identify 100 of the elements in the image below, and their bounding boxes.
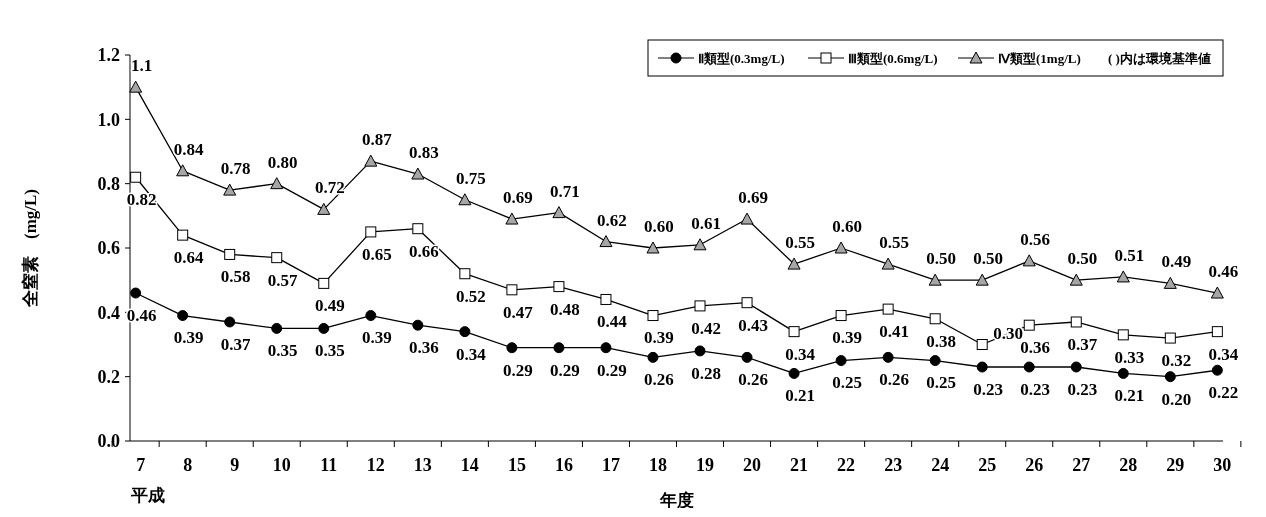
text: 平成 (129, 486, 165, 505)
point (1022, 254, 1036, 267)
point (459, 268, 471, 280)
x-tick-label: 15 (507, 455, 526, 475)
x-tick-label: 21 (790, 455, 809, 475)
point (835, 310, 847, 322)
point (1211, 364, 1223, 376)
data-label: 0.42 (691, 318, 721, 338)
data-label: 0.22 (1208, 383, 1239, 403)
point (223, 183, 237, 196)
x-tick-label: 7 (136, 455, 146, 475)
data-label: 0.33 (1114, 347, 1145, 367)
point (1164, 371, 1176, 383)
point (552, 206, 566, 219)
point (647, 310, 659, 322)
x-tick-label: 17 (601, 455, 620, 475)
legend-label: Ⅱ類型(0.3mg/L) (698, 50, 785, 66)
point (1070, 316, 1082, 328)
point (129, 80, 143, 93)
legend-label: Ⅲ類型(0.6mg/L) (848, 50, 938, 66)
data-label: 0.50 (973, 249, 1004, 269)
point (647, 351, 659, 363)
point (130, 171, 142, 183)
data-label: 0.37 (220, 334, 252, 354)
point (506, 342, 518, 354)
point (317, 202, 331, 215)
x-tick-label: 18 (648, 455, 667, 475)
point (1211, 326, 1223, 338)
x-tick-label: 10 (272, 455, 291, 475)
y-tick-label: 0.6 (97, 238, 120, 259)
data-label: 0.69 (503, 188, 533, 208)
data-label: 0.23 (1067, 379, 1098, 399)
data-label: 0.55 (879, 233, 910, 253)
point (506, 284, 518, 296)
point (599, 235, 613, 248)
data-label: 0.26 (644, 370, 674, 390)
data-label: 0.56 (1020, 229, 1051, 249)
data-label: 0.44 (597, 312, 628, 332)
point (176, 164, 190, 177)
point (740, 212, 754, 225)
point (1023, 361, 1035, 373)
data-label: 0.34 (785, 344, 816, 364)
point (1070, 361, 1082, 373)
point (881, 257, 895, 270)
point (458, 193, 472, 206)
data-label: 0.50 (1067, 249, 1098, 269)
data-label: 0.60 (832, 217, 862, 236)
data-label: 0.39 (361, 328, 392, 348)
point (929, 355, 941, 367)
x-tick-label: 30 (1213, 455, 1232, 475)
data-label: 0.71 (550, 181, 580, 201)
data-label: 0.51 (1114, 245, 1145, 265)
data-label: 0.64 (173, 248, 205, 268)
data-label: 0.25 (832, 373, 862, 393)
point (553, 281, 565, 293)
data-label: 0.21 (785, 386, 815, 406)
point (412, 319, 424, 331)
data-label: 0.80 (267, 152, 298, 172)
point (694, 300, 706, 312)
point (224, 248, 236, 260)
x-tick-label: 19 (696, 455, 715, 475)
point (834, 241, 848, 254)
y-tick-label: 1.2 (97, 45, 120, 66)
point (318, 277, 330, 289)
point (1164, 332, 1176, 344)
x-tick-label: 23 (884, 455, 903, 475)
point (787, 257, 801, 270)
data-label: 0.49 (314, 296, 345, 316)
point (1117, 329, 1129, 341)
point (365, 310, 377, 322)
data-label: 0.41 (879, 322, 910, 342)
data-label: 0.57 (267, 270, 299, 290)
legend-label: Ⅳ類型(1mg/L) (998, 50, 1081, 66)
x-tick-label: 28 (1119, 455, 1138, 475)
data-label: 0.38 (926, 331, 957, 351)
x-tick-label: 22 (837, 455, 856, 475)
data-label: 0.48 (550, 299, 580, 319)
data-label: 0.29 (550, 360, 580, 380)
point (976, 361, 988, 373)
data-label: 0.28 (691, 363, 721, 383)
data-label: 0.82 (126, 190, 157, 210)
x-tick-label: 12 (366, 455, 385, 475)
data-label: 0.29 (503, 360, 533, 380)
point (270, 177, 284, 190)
point (600, 342, 612, 354)
data-label: 1.1 (131, 56, 153, 76)
x-tick-label: 26 (1025, 455, 1044, 475)
point (411, 167, 425, 180)
data-label: 0.23 (1020, 379, 1051, 399)
point (882, 351, 894, 363)
y-tick-label: 0.0 (97, 431, 120, 452)
x-tick-label: 14 (460, 455, 479, 475)
point (1023, 319, 1035, 331)
data-label: 0.34 (455, 344, 487, 364)
point (271, 252, 283, 264)
data-label: 0.37 (1067, 334, 1098, 354)
data-label: 0.58 (220, 267, 251, 287)
point (1116, 270, 1130, 283)
x-tick-label: 16 (554, 455, 573, 475)
data-label: 0.39 (832, 328, 862, 348)
